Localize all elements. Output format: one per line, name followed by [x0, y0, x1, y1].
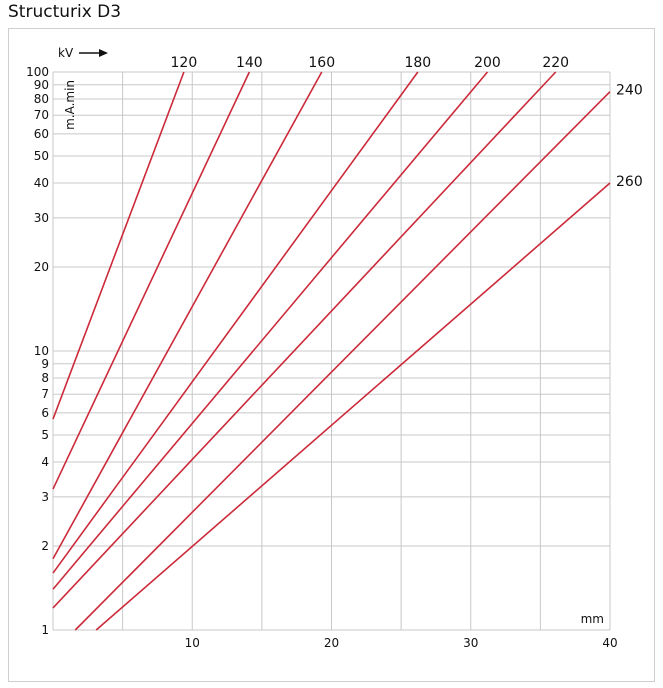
series-line-260 [95, 182, 611, 631]
y-tick-label: 4 [41, 455, 49, 469]
series-label-260: 260 [616, 174, 643, 190]
series-line-200 [52, 71, 489, 590]
series-label-240: 240 [616, 83, 643, 99]
series-line-120 [52, 71, 185, 420]
series-label-160: 160 [308, 55, 335, 71]
chart-frame [8, 28, 655, 682]
chart-title: Structurix D3 [8, 2, 122, 22]
y-tick-label: 7 [41, 387, 49, 401]
series-lines [52, 71, 611, 631]
kv-arrow-head [99, 49, 108, 57]
y-tick-label: 100 [26, 65, 49, 79]
x-axis-label: mm [581, 612, 604, 626]
series-line-240 [74, 91, 611, 631]
y-tick-label: 80 [34, 92, 49, 106]
y-tick-label: 50 [34, 149, 49, 163]
grid [52, 71, 611, 631]
y-tick-label: 2 [41, 539, 49, 553]
y-tick-label: 8 [41, 371, 49, 385]
y-axis-label: m.A.min [63, 80, 77, 130]
series-line-140 [52, 71, 251, 490]
series-label-180: 180 [404, 55, 431, 71]
x-tick-label: 30 [463, 636, 478, 650]
series-label-140: 140 [236, 55, 263, 71]
x-tick-label: 40 [602, 636, 617, 650]
y-tick-label: 1 [41, 623, 49, 637]
series-line-220 [52, 71, 557, 609]
y-tick-label: 20 [34, 260, 49, 274]
y-tick-label: 30 [34, 211, 49, 225]
y-tick-label: 10 [34, 344, 49, 358]
y-tick-label: 70 [34, 108, 49, 122]
series-line-160 [52, 71, 323, 560]
x-tick-label: 20 [324, 636, 339, 650]
series-label-200: 200 [474, 55, 501, 71]
series-line-180 [52, 71, 419, 574]
y-tick-label: 3 [41, 490, 49, 504]
kv-axis-label: kV [58, 46, 74, 60]
y-tick-label: 90 [34, 78, 49, 92]
y-tick-label: 6 [41, 406, 49, 420]
y-tick-label: 9 [41, 357, 49, 371]
y-tick-label: 40 [34, 176, 49, 190]
y-tick-label: 60 [34, 127, 49, 141]
series-label-120: 120 [171, 55, 198, 71]
y-tick-label: 5 [41, 428, 49, 442]
series-label-220: 220 [542, 55, 569, 71]
x-tick-label: 10 [185, 636, 200, 650]
